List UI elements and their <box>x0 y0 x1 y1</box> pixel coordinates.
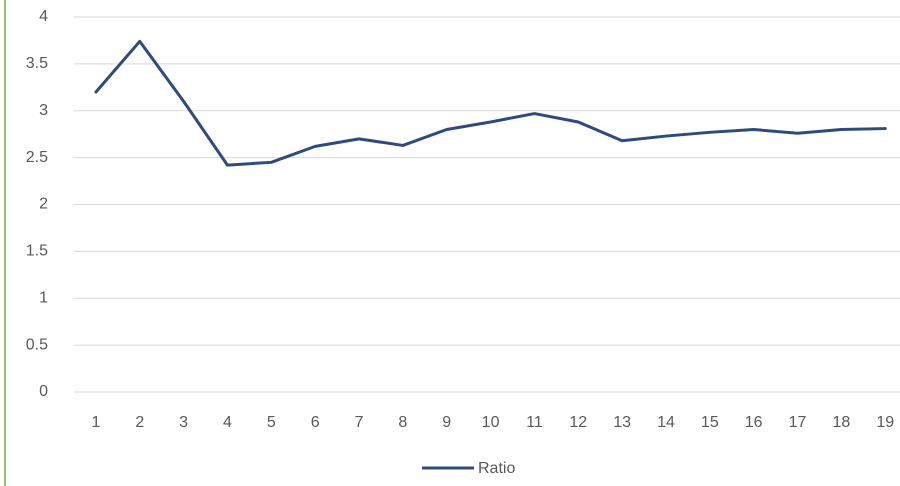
x-tick-label: 15 <box>701 414 719 431</box>
x-tick-label: 13 <box>613 414 631 431</box>
x-tick-label: 3 <box>179 414 188 431</box>
x-tick-label: 4 <box>223 414 232 431</box>
x-tick-label: 8 <box>398 414 407 431</box>
x-tick-label: 2 <box>135 414 144 431</box>
y-tick-label: 3 <box>39 102 48 119</box>
y-tick-label: 1 <box>39 289 48 306</box>
x-tick-label: 5 <box>267 414 276 431</box>
x-tick-label: 17 <box>789 414 807 431</box>
x-tick-label: 7 <box>355 414 364 431</box>
x-tick-label: 16 <box>745 414 763 431</box>
y-tick-label: 1.5 <box>26 243 48 260</box>
x-tick-label: 12 <box>569 414 587 431</box>
y-tick-label: 4 <box>39 8 48 25</box>
y-tick-label: 0 <box>39 383 48 400</box>
x-tick-label: 9 <box>442 414 451 431</box>
y-tick-label: 2 <box>39 196 48 213</box>
x-tick-label: 11 <box>526 414 543 431</box>
x-tick-label: 14 <box>657 414 675 431</box>
y-tick-label: 2.5 <box>26 149 48 166</box>
x-tick-label: 1 <box>91 414 100 431</box>
x-tick-label: 19 <box>876 414 894 431</box>
data-line <box>94 39 887 167</box>
y-tick-label: 3.5 <box>26 55 48 72</box>
legend-label: Ratio <box>478 460 515 477</box>
x-tick-label: 6 <box>311 414 320 431</box>
y-tick-label: 0.5 <box>26 336 48 353</box>
x-tick-label: 18 <box>832 414 850 431</box>
x-tick-label: 10 <box>482 414 500 431</box>
